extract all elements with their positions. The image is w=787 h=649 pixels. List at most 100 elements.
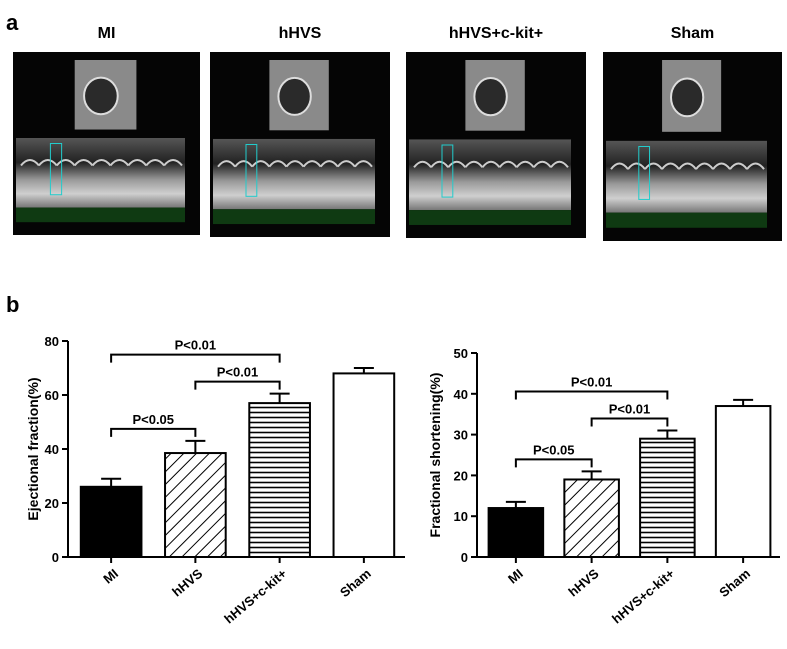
significance-label: P<0.01: [175, 338, 217, 353]
significance-bracket: [514, 458, 593, 468]
wall-motion: [38, 158, 58, 167]
x-tick-label: hHVS+c-kit+: [609, 566, 678, 627]
wall-motion: [430, 160, 450, 168]
panel-label: b: [6, 292, 19, 317]
wall-motion: [163, 158, 183, 167]
x-tick-label: hHVS: [169, 566, 205, 600]
m-mode-view: [16, 138, 185, 208]
wall-motion: [302, 160, 322, 168]
wall-motion: [627, 162, 646, 170]
wall-motion: [251, 160, 271, 168]
x-tick-label: hHVS+c-kit+: [221, 566, 290, 627]
y-axis-label: Ejectional fraction(%): [25, 377, 41, 520]
significance-label: P<0.05: [132, 412, 174, 427]
image-title: Sham: [671, 25, 715, 42]
wall-motion: [109, 158, 130, 167]
wall-motion: [91, 158, 112, 167]
significance-label: P<0.01: [217, 365, 259, 380]
y-tick-label: 60: [45, 388, 59, 403]
y-tick-label: 50: [454, 346, 468, 361]
m-mode-view: [213, 138, 375, 210]
y-tick-label: 20: [454, 468, 468, 483]
wall-motion: [464, 160, 484, 168]
echo-image: [210, 52, 390, 237]
bar: [248, 402, 311, 558]
x-tick-label: Sham: [337, 566, 374, 600]
wall-motion: [234, 160, 254, 168]
wall-motion: [285, 160, 305, 168]
wall-motion: [56, 158, 76, 167]
significance-label: P<0.05: [533, 442, 575, 457]
y-tick-label: 40: [45, 442, 59, 457]
measure-box: [245, 144, 258, 197]
ecg-strip: [213, 209, 375, 225]
y-tick-label: 40: [454, 387, 468, 402]
wall-motion: [746, 162, 765, 170]
ecg-strip: [606, 212, 767, 228]
measure-box: [49, 143, 63, 196]
heart-view: [277, 76, 312, 116]
x-tick-label: Sham: [716, 566, 753, 600]
wall-motion: [447, 160, 467, 168]
bar: [487, 507, 545, 559]
significance-bracket: [194, 380, 281, 390]
wall-motion: [532, 160, 552, 168]
wall-motion: [481, 160, 501, 168]
bar: [332, 372, 396, 558]
panel-label: a: [6, 10, 19, 35]
wall-motion: [319, 160, 339, 168]
ecg-strip: [409, 210, 571, 225]
x-tick-label: hHVS: [565, 566, 601, 600]
wall-motion: [644, 162, 663, 170]
wall-motion: [695, 162, 714, 170]
wall-motion: [145, 158, 165, 167]
significance-bracket: [110, 353, 281, 363]
wall-motion: [73, 158, 94, 167]
wall-motion: [661, 162, 680, 170]
wall-motion: [217, 160, 236, 168]
y-axis-label: Fractional shortening(%): [427, 373, 443, 538]
m-mode-view: [409, 139, 571, 211]
ecg-strip: [16, 207, 185, 223]
heart-view: [670, 77, 705, 118]
x-tick-label: MI: [505, 566, 526, 587]
echo-image: [13, 52, 200, 235]
significance-label: P<0.01: [571, 375, 613, 390]
wall-motion: [413, 160, 432, 168]
x-tick-label: MI: [100, 566, 121, 587]
bar: [639, 437, 696, 558]
y-tick-label: 30: [454, 428, 468, 443]
significance-bracket: [590, 417, 669, 427]
image-title: hHVS+c-kit+: [449, 25, 543, 42]
bar: [79, 485, 143, 558]
wall-motion: [336, 160, 356, 168]
y-tick-label: 20: [45, 496, 59, 511]
wall-motion: [610, 162, 629, 170]
wall-motion: [550, 160, 569, 168]
wall-motion: [20, 158, 40, 167]
wall-motion: [678, 162, 697, 170]
heart-view: [83, 76, 119, 116]
y-tick-label: 0: [461, 550, 468, 565]
bar: [714, 405, 772, 559]
wall-motion: [515, 160, 535, 168]
wall-motion: [712, 162, 731, 170]
y-tick-label: 10: [454, 509, 468, 524]
significance-bracket: [514, 390, 669, 400]
y-tick-label: 80: [45, 334, 59, 349]
image-title: MI: [98, 25, 116, 42]
wall-motion: [729, 162, 748, 170]
y-tick-label: 0: [52, 550, 59, 565]
wall-motion: [268, 160, 288, 168]
heart-view: [473, 77, 508, 117]
measure-box: [441, 144, 454, 198]
wall-motion: [127, 158, 147, 167]
echo-image: [406, 52, 586, 238]
measure-box: [638, 146, 651, 200]
bar: [164, 452, 227, 558]
significance-label: P<0.01: [609, 402, 651, 417]
image-title: hHVS: [279, 25, 322, 42]
wall-motion: [354, 160, 373, 168]
significance-bracket: [110, 427, 197, 437]
